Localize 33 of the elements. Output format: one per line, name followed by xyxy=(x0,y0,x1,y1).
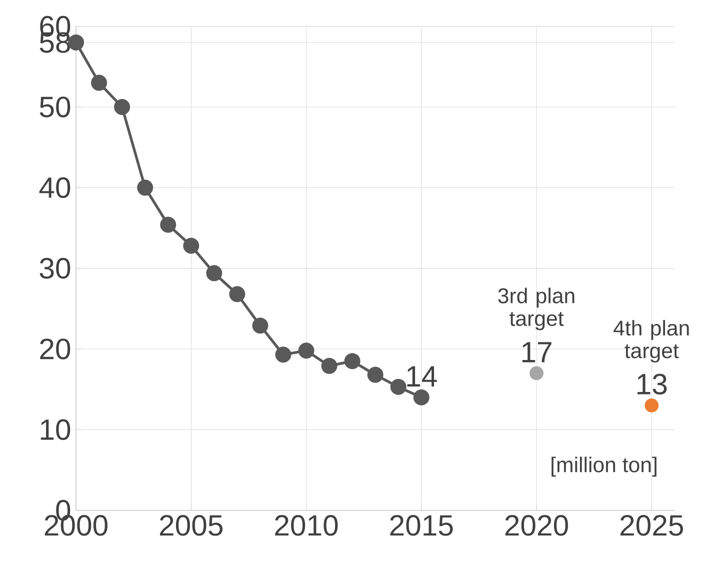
point xyxy=(530,366,544,380)
point xyxy=(252,318,268,334)
point xyxy=(114,98,130,115)
y-tick-label: 10 xyxy=(40,419,70,440)
data-label: 13 xyxy=(638,374,667,395)
y-tick-label: 40 xyxy=(39,177,70,198)
point xyxy=(321,358,338,374)
point xyxy=(206,265,222,282)
point xyxy=(298,342,314,359)
y-tick-label: 30 xyxy=(40,258,70,279)
x-tick-label: 2010 xyxy=(275,515,338,536)
point xyxy=(229,286,246,302)
x-tick-label: 2005 xyxy=(160,515,223,536)
annotation: [million ton] xyxy=(552,456,656,477)
y-tick-label: 50 xyxy=(40,96,70,118)
data-label: 17 xyxy=(522,342,552,362)
point xyxy=(344,353,360,370)
point xyxy=(91,74,108,91)
point xyxy=(160,216,176,233)
data-label: 14 xyxy=(407,366,437,386)
point xyxy=(137,180,154,196)
x-tick-label: 2025 xyxy=(620,515,684,536)
x-tick-label: 2020 xyxy=(505,515,568,536)
point xyxy=(644,398,659,412)
point xyxy=(413,389,430,406)
annotation: 4th plan target xyxy=(614,320,689,363)
y-tick-label: 20 xyxy=(40,338,70,360)
point xyxy=(390,378,406,395)
point xyxy=(367,366,384,383)
point xyxy=(183,238,200,254)
annotation: 3rd plan target xyxy=(498,288,574,330)
point xyxy=(275,346,292,363)
x-tick-label: 2015 xyxy=(390,515,453,536)
